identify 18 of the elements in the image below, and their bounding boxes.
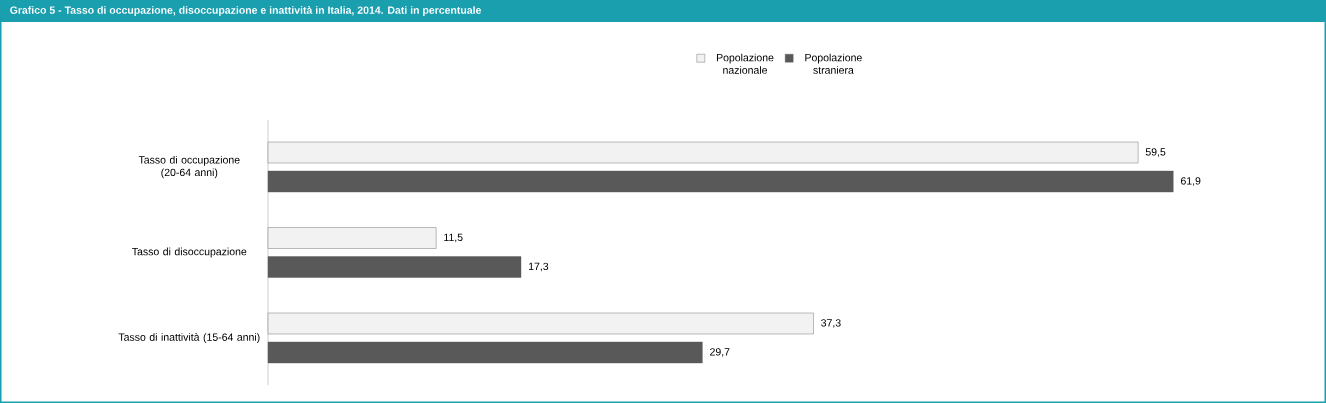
bar bbox=[267, 170, 1174, 193]
bar bbox=[267, 256, 522, 278]
bar bbox=[267, 141, 1139, 164]
y-tick-label: Tasso di disoccupazione bbox=[132, 247, 247, 258]
data-label: 29,7 bbox=[710, 348, 730, 357]
data-label: 11,5 bbox=[444, 233, 463, 243]
y-tick-label: Tasso di occupazione (20-64 anni) bbox=[138, 155, 240, 179]
data-label: 37,3 bbox=[821, 319, 841, 328]
legend-label: Popolazione nazionale bbox=[716, 53, 774, 74]
chart-title: Grafico 5 - Tasso di occupazione, disoccupazione e inattività in Italia, 2014. Dati in percentuale bbox=[10, 6, 482, 16]
data-label: 17,3 bbox=[529, 262, 549, 272]
bar bbox=[267, 341, 703, 364]
bar bbox=[267, 312, 814, 335]
data-label: 61,9 bbox=[1180, 177, 1201, 186]
y-tick-label: Tasso di inattività (15-64 anni) bbox=[118, 333, 260, 343]
data-label: 59,5 bbox=[1145, 148, 1166, 157]
bar bbox=[267, 227, 437, 249]
legend-label: Popolazione straniera bbox=[805, 53, 862, 74]
